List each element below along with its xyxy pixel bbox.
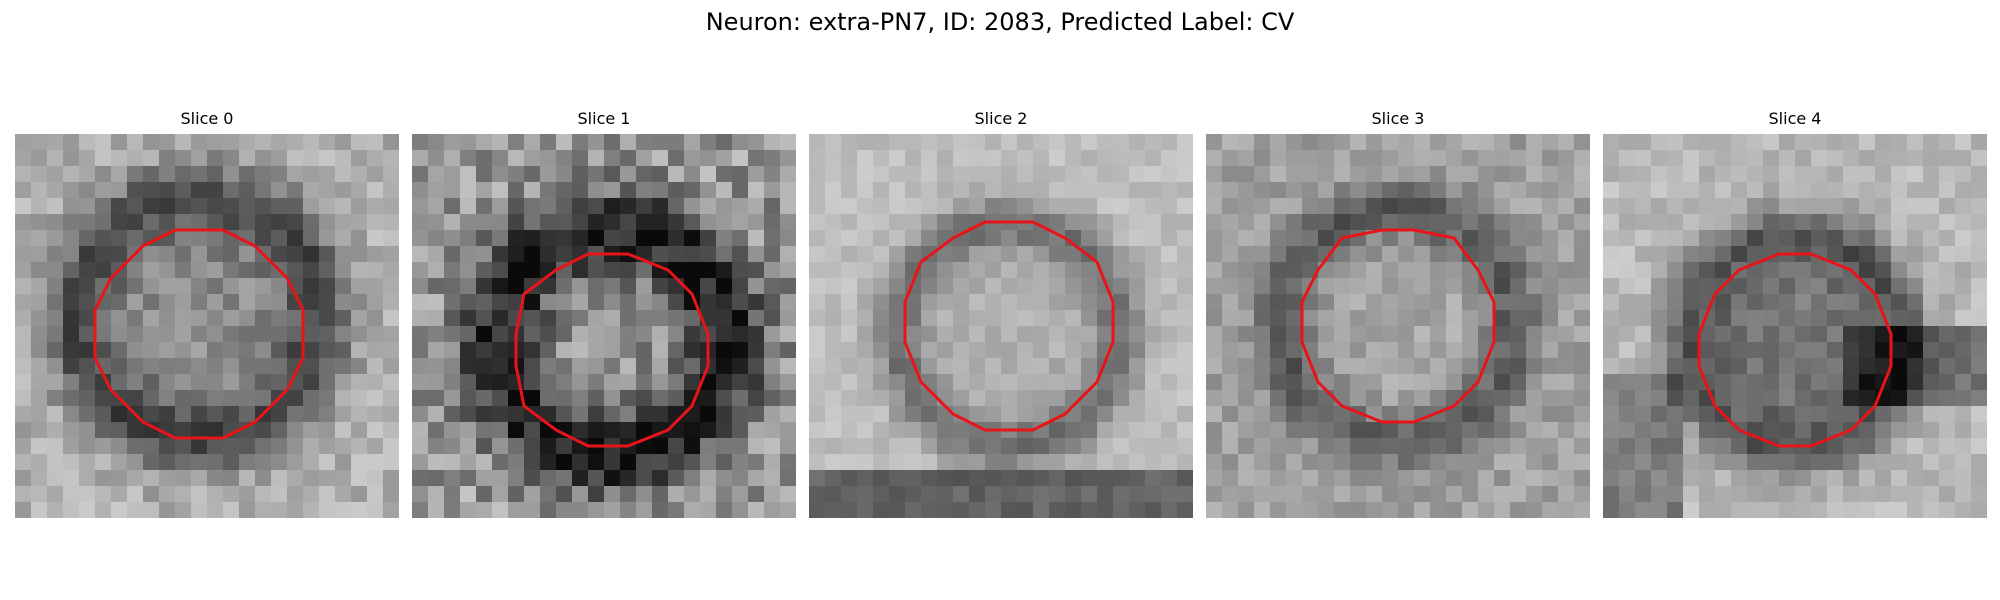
slice-image-4 <box>1603 134 1987 518</box>
slice-panel-2: Slice 2 <box>809 108 1193 518</box>
segmentation-contour <box>514 252 710 448</box>
slice-title: Slice 4 <box>1768 109 1822 128</box>
slice-title: Slice 0 <box>180 109 234 128</box>
segmentation-contour <box>93 228 305 440</box>
slice-image-3 <box>1206 134 1590 518</box>
segmentation-contour <box>1697 252 1893 448</box>
slice-title: Slice 2 <box>974 109 1028 128</box>
figure-title: Neuron: extra-PN7, ID: 2083, Predicted L… <box>705 8 1295 36</box>
slice-panel-3: Slice 3 <box>1206 108 1590 518</box>
slice-panel-1: Slice 1 <box>412 108 796 518</box>
pixel-grid <box>1603 134 1987 518</box>
pixel-grid <box>809 134 1193 518</box>
slice-image-1 <box>412 134 796 518</box>
segmentation-contour <box>1300 228 1496 424</box>
pixel-grid <box>412 134 796 518</box>
segmentation-contour <box>903 220 1115 432</box>
slice-title: Slice 3 <box>1371 109 1425 128</box>
pixel-grid <box>1206 134 1590 518</box>
pixel-grid <box>15 134 399 518</box>
slice-panel-4: Slice 4 <box>1603 108 1987 518</box>
slice-title: Slice 1 <box>577 109 631 128</box>
slice-panel-0: Slice 0 <box>15 108 399 518</box>
slice-image-0 <box>15 134 399 518</box>
slice-image-2 <box>809 134 1193 518</box>
